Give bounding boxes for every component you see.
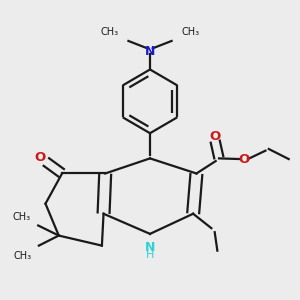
Text: CH₃: CH₃ <box>14 251 32 261</box>
Text: O: O <box>238 153 250 166</box>
Text: CH₃: CH₃ <box>13 212 31 222</box>
Text: H: H <box>146 250 154 260</box>
Text: CH₃: CH₃ <box>182 27 200 37</box>
Text: CH₃: CH₃ <box>100 27 118 37</box>
Text: O: O <box>209 130 221 143</box>
Text: N: N <box>145 44 155 58</box>
Text: O: O <box>34 151 45 164</box>
Text: N: N <box>145 241 155 254</box>
